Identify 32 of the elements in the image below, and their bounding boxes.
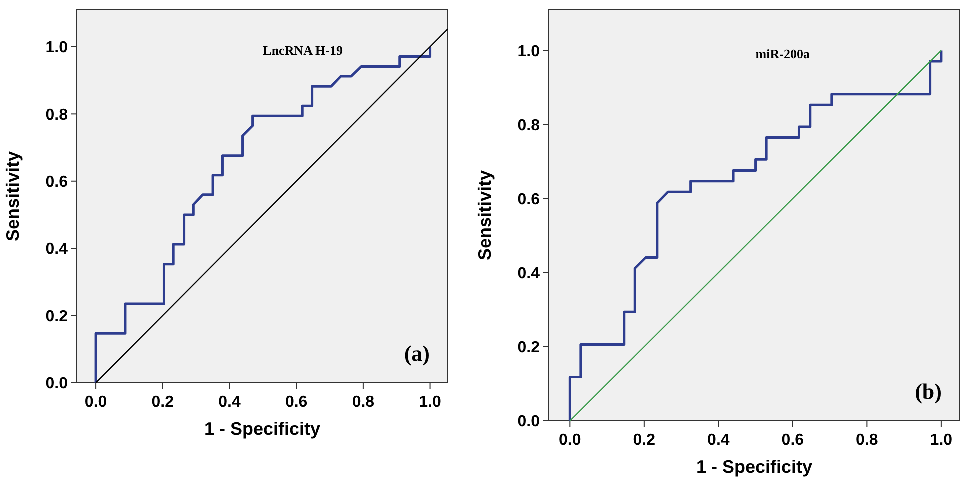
y-tick-label: 0.8 bbox=[518, 117, 540, 134]
y-tick-label: 0.6 bbox=[46, 174, 68, 191]
x-tick-label: 0.4 bbox=[708, 432, 730, 449]
x-tick-label: 0.6 bbox=[285, 394, 308, 411]
x-tick-label: 0.6 bbox=[782, 432, 804, 449]
y-axis-title: Sensitivity bbox=[3, 151, 23, 242]
annotation: LncRNA H-19 bbox=[263, 42, 344, 58]
y-tick-label: 0.4 bbox=[46, 241, 68, 258]
x-tick-label: 1.0 bbox=[419, 394, 442, 411]
x-tick-label: 1.0 bbox=[930, 432, 953, 449]
x-tick-label: 0.4 bbox=[218, 394, 241, 411]
x-tick-label: 0.8 bbox=[856, 432, 878, 449]
x-tick-label: 0.8 bbox=[352, 394, 375, 411]
y-tick-label: 0.6 bbox=[518, 191, 540, 208]
y-tick-label: 0.4 bbox=[518, 265, 540, 282]
x-axis-title: 1 - Specificity bbox=[204, 419, 321, 439]
y-tick-label: 0.2 bbox=[46, 308, 68, 326]
y-tick-label: 0.2 bbox=[518, 340, 540, 357]
x-tick-label: 0.0 bbox=[559, 432, 582, 449]
y-tick-label: 0.8 bbox=[46, 106, 68, 124]
x-tick-label: 0.2 bbox=[633, 432, 656, 449]
annotation: (a) bbox=[404, 341, 430, 366]
x-tick-label: 0.0 bbox=[84, 394, 108, 411]
y-axis-title: Sensitivity bbox=[475, 170, 495, 261]
y-tick-label: 1.0 bbox=[518, 43, 540, 60]
y-tick-label: 0.0 bbox=[46, 376, 68, 393]
y-tick-label: 1.0 bbox=[46, 40, 68, 57]
x-tick-label: 0.2 bbox=[152, 394, 174, 411]
y-tick-label: 0.0 bbox=[518, 414, 540, 431]
x-axis-title: 1 - Specificity bbox=[696, 457, 813, 477]
annotation: miR-200a bbox=[756, 46, 810, 62]
annotation: (b) bbox=[915, 379, 942, 404]
